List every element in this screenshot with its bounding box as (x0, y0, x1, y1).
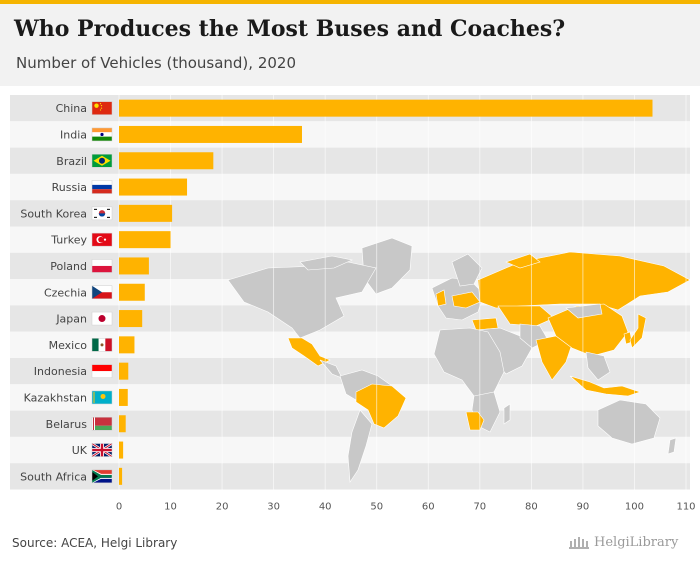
belarus-flag-icon (91, 417, 113, 431)
map-canada-islands (299, 255, 353, 271)
bar[interactable] (119, 125, 302, 143)
x-tick-label: 40 (319, 502, 332, 513)
brand-name: HelgiLibrary (594, 535, 679, 550)
category-label: Mexico (49, 339, 88, 352)
mexico-flag-icon (91, 338, 113, 352)
map-mongolia (565, 303, 603, 319)
uk-flag-icon (91, 442, 113, 458)
category-label: Japan (55, 313, 87, 326)
bar[interactable] (119, 231, 171, 249)
map-scandinavia (451, 253, 483, 287)
x-tick-label: 0 (116, 502, 122, 513)
china-flag-icon (91, 101, 113, 115)
poland-flag-icon (91, 259, 113, 273)
kazakhstan-flag-icon (91, 390, 113, 405)
category-label: China (56, 102, 87, 115)
brazil-flag-icon (91, 154, 113, 168)
south-africa-flag-icon (91, 469, 113, 484)
category-label: Turkey (50, 234, 87, 247)
map-uk (435, 289, 447, 307)
category-label: Brazil (56, 155, 87, 168)
x-tick-label: 60 (422, 502, 435, 513)
brand-logo[interactable]: HelgiLibrary (568, 535, 678, 550)
turkey-flag-icon (91, 232, 113, 247)
map-indonesia (569, 375, 641, 397)
map-kazakhstan (497, 305, 555, 327)
bar[interactable] (119, 336, 135, 354)
category-label: Indonesia (34, 365, 87, 378)
source-note: Source: ACEA, Helgi Library (12, 536, 178, 550)
category-label: South Korea (20, 207, 87, 220)
bar[interactable] (119, 152, 214, 170)
bar[interactable] (119, 204, 173, 222)
x-tick-label: 90 (577, 502, 590, 513)
map-new-zealand (667, 437, 677, 455)
x-tick-label: 70 (473, 502, 486, 513)
south-korea-flag-icon (91, 206, 113, 221)
map-mexico (287, 337, 331, 367)
bar[interactable] (119, 178, 188, 196)
bar[interactable] (119, 441, 124, 459)
x-tick-label: 110 (676, 502, 695, 513)
category-label: Poland (50, 260, 87, 273)
map-australia (597, 399, 661, 445)
row-bands (10, 95, 690, 490)
bar[interactable] (119, 283, 145, 301)
x-tick-label: 30 (267, 502, 280, 513)
category-labels: China India Brazil Russia South Korea Turkey P… (20, 102, 88, 483)
x-tick-label: 50 (370, 502, 383, 513)
chart-header: Who Produces the Most Buses and Coaches?… (0, 4, 700, 86)
category-label: Russia (52, 181, 87, 194)
bar[interactable] (119, 257, 149, 275)
x-axis: 0 10 20 30 40 50 60 70 80 90 100 110 (116, 502, 696, 513)
map-south-america-south (347, 409, 373, 483)
bar[interactable] (119, 388, 128, 406)
map-madagascar (503, 403, 511, 425)
bars (119, 99, 653, 485)
bar[interactable] (119, 362, 129, 380)
chart-subtitle: Number of Vehicles (thousand), 2020 (16, 54, 296, 72)
x-tick-label: 10 (164, 502, 177, 513)
russia-flag-icon (91, 180, 113, 194)
category-label: UK (72, 444, 88, 457)
chart-title: Who Produces the Most Buses and Coaches? (14, 16, 566, 42)
category-label: South Africa (20, 470, 87, 483)
category-label: Kazakhstan (24, 391, 87, 404)
category-label: India (60, 128, 87, 141)
flags (91, 101, 113, 484)
accent-bar (0, 0, 700, 4)
x-tick-label: 80 (525, 502, 538, 513)
czechia-flag-icon (91, 285, 113, 299)
category-label: Czechia (44, 286, 87, 299)
map-japan (629, 313, 647, 349)
bar[interactable] (119, 310, 143, 328)
india-flag-icon (91, 127, 113, 142)
map-southeast-asia (585, 351, 611, 381)
x-tick-label: 100 (625, 502, 644, 513)
library-logo-icon (569, 536, 589, 549)
indonesia-flag-icon (91, 364, 113, 378)
map-poland-czechia-belarus (451, 291, 481, 309)
bar[interactable] (119, 99, 653, 117)
bar[interactable] (119, 415, 126, 433)
x-tick-label: 20 (216, 502, 229, 513)
japan-flag-icon (91, 311, 113, 326)
category-label: Belarus (46, 418, 88, 431)
bar[interactable] (119, 467, 123, 485)
map-brazil (355, 383, 407, 429)
